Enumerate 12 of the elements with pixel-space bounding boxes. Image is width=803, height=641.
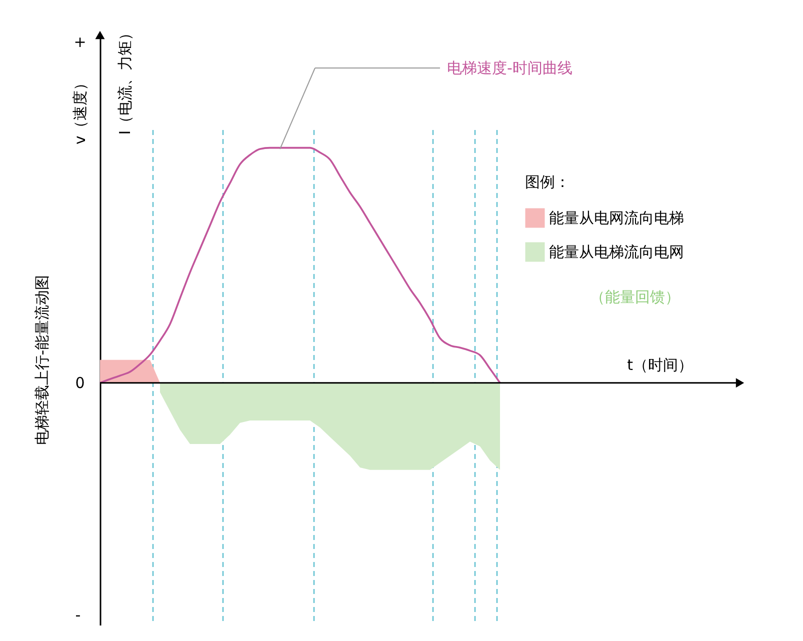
text: 电梯轻载上行-能量流动图 xyxy=(33,274,51,446)
text: I（电流、力矩） xyxy=(116,25,134,135)
legend-title: 图例： xyxy=(525,173,570,191)
text: （能量回馈） xyxy=(590,288,680,306)
text: t（时间） xyxy=(627,356,693,374)
y-axis-title: v（速度） xyxy=(71,76,89,144)
text: 0 xyxy=(75,374,85,392)
text: 电梯速度-时间曲线 xyxy=(447,59,572,77)
legend-label: 能量从电梯流向电网 xyxy=(549,243,684,261)
text: - xyxy=(75,606,81,624)
text: + xyxy=(74,33,86,51)
legend-label: 能量从电网流向电梯 xyxy=(549,209,684,227)
